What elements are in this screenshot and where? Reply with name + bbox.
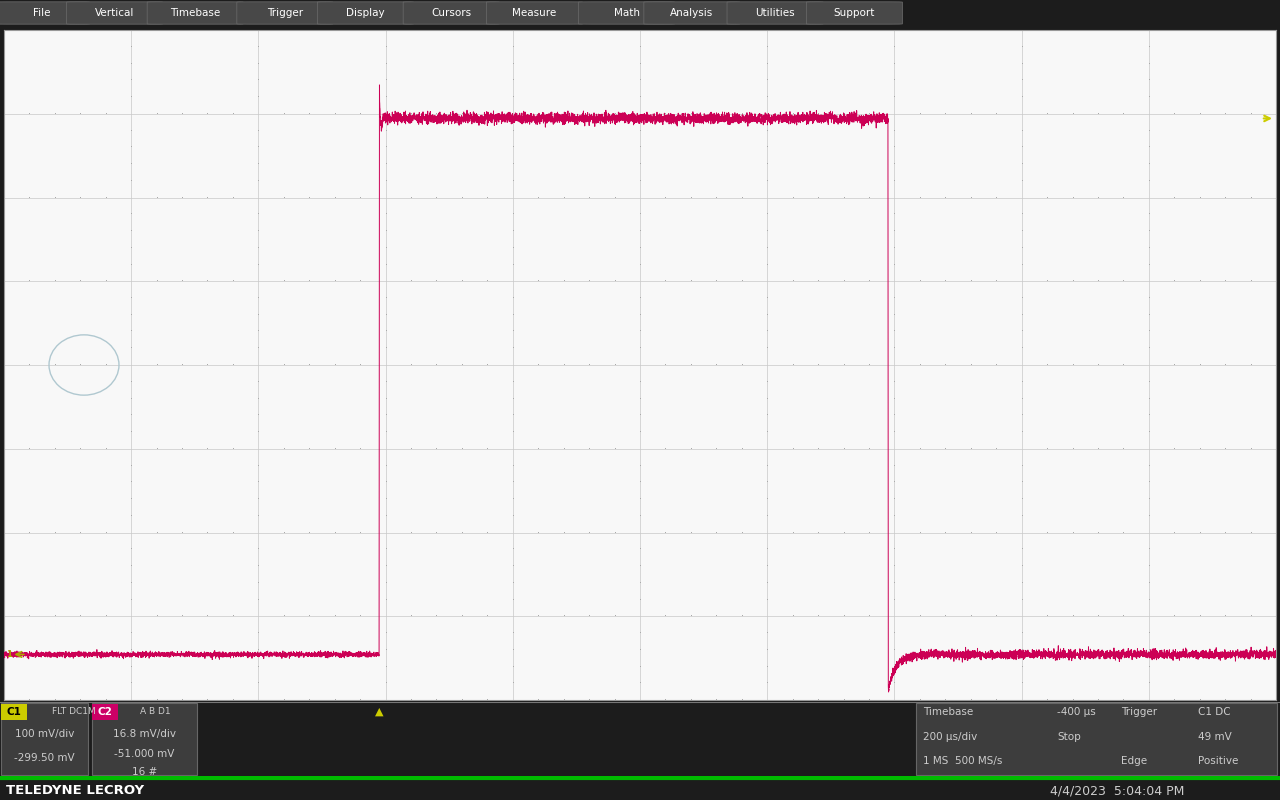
Text: Utilities: Utilities	[755, 8, 795, 18]
Text: File: File	[33, 8, 50, 18]
Text: 49 mV: 49 mV	[1198, 731, 1231, 742]
FancyBboxPatch shape	[486, 2, 582, 24]
FancyBboxPatch shape	[67, 2, 163, 24]
Text: 100 mV/div: 100 mV/div	[15, 730, 74, 739]
Text: 1: 1	[6, 650, 13, 659]
Text: A B D1: A B D1	[140, 707, 170, 716]
FancyBboxPatch shape	[237, 2, 333, 24]
Text: Support: Support	[833, 8, 876, 18]
Text: 4/4/2023  5:04:04 PM: 4/4/2023 5:04:04 PM	[1050, 784, 1184, 798]
FancyBboxPatch shape	[147, 2, 243, 24]
Text: 1 MS: 1 MS	[923, 756, 948, 766]
Text: Stop: Stop	[1057, 731, 1082, 742]
FancyBboxPatch shape	[644, 2, 740, 24]
Text: C1: C1	[6, 706, 22, 717]
Text: Vertical: Vertical	[95, 8, 134, 18]
FancyBboxPatch shape	[806, 2, 902, 24]
FancyBboxPatch shape	[403, 2, 499, 24]
Text: -51.000 mV: -51.000 mV	[114, 749, 175, 758]
Text: Analysis: Analysis	[671, 8, 713, 18]
Text: Edge: Edge	[1121, 756, 1147, 766]
FancyBboxPatch shape	[92, 704, 118, 720]
Text: Positive: Positive	[1198, 756, 1239, 766]
Text: FLT DC1M: FLT DC1M	[52, 707, 96, 716]
FancyBboxPatch shape	[317, 2, 413, 24]
Text: 500 MS/s: 500 MS/s	[955, 756, 1002, 766]
Text: Math: Math	[613, 8, 640, 18]
FancyBboxPatch shape	[1, 703, 88, 774]
Text: Timebase: Timebase	[170, 8, 220, 18]
Text: C1 DC: C1 DC	[1198, 706, 1230, 717]
Text: Timebase: Timebase	[923, 706, 973, 717]
Text: Display: Display	[346, 8, 385, 18]
Text: 200 µs/div: 200 µs/div	[923, 731, 977, 742]
Text: C2: C2	[97, 706, 113, 717]
Text: 16.8 mV/div: 16.8 mV/div	[113, 730, 177, 739]
FancyBboxPatch shape	[579, 2, 675, 24]
FancyBboxPatch shape	[92, 703, 197, 774]
Text: TELEDYNE LECROY: TELEDYNE LECROY	[6, 784, 145, 798]
Text: Cursors: Cursors	[431, 8, 471, 18]
Text: -400 µs: -400 µs	[1057, 706, 1096, 717]
Text: ▲: ▲	[375, 706, 384, 717]
FancyBboxPatch shape	[1, 704, 27, 720]
Text: Trigger: Trigger	[266, 8, 303, 18]
Text: Measure: Measure	[512, 8, 557, 18]
FancyBboxPatch shape	[916, 703, 1277, 774]
FancyBboxPatch shape	[727, 2, 823, 24]
Text: 16 #: 16 #	[132, 766, 157, 777]
Text: -299.50 mV: -299.50 mV	[14, 753, 76, 763]
Text: Trigger: Trigger	[1121, 706, 1157, 717]
FancyBboxPatch shape	[0, 2, 90, 24]
